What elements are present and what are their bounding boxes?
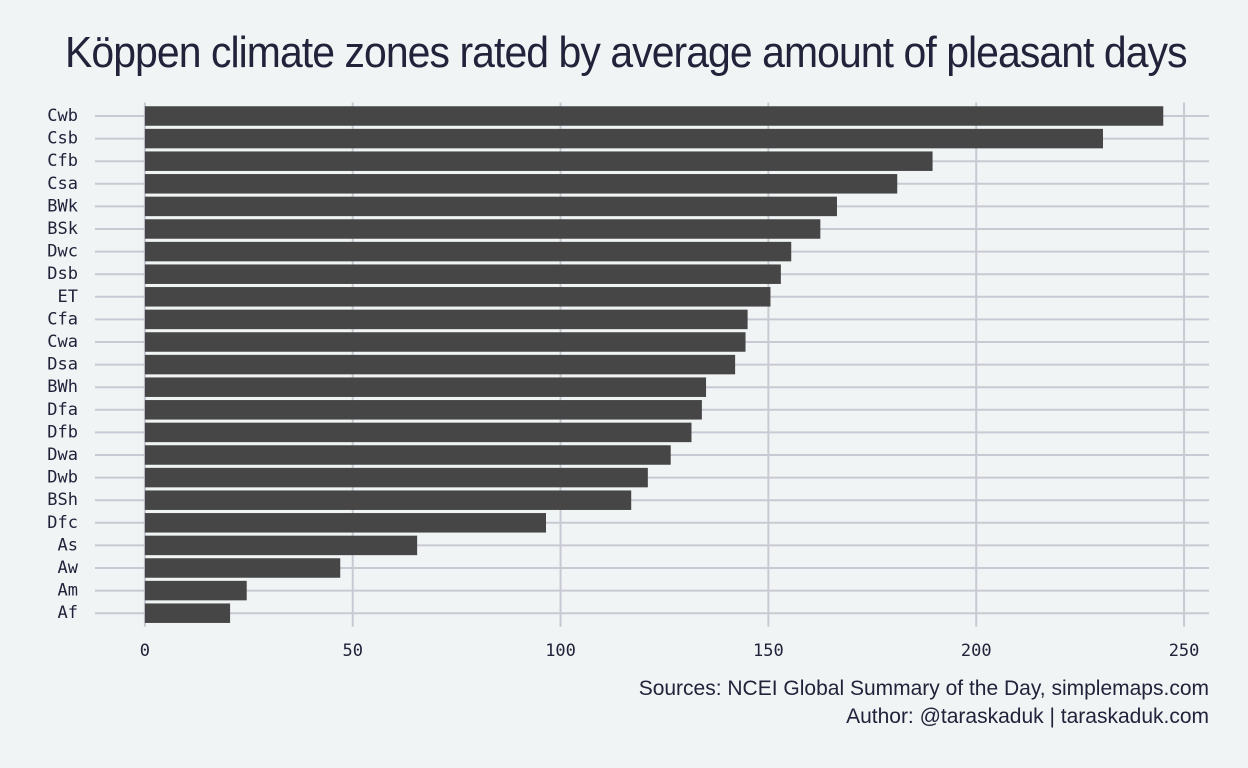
y-tick-label: Dfa: [47, 400, 78, 420]
bars: [144, 106, 1164, 623]
bar-cwa: [144, 332, 746, 352]
x-tick-label: 150: [753, 641, 784, 661]
bar-csb: [144, 128, 1104, 149]
bar-dfc: [144, 513, 547, 533]
bar-dwc: [144, 241, 792, 262]
bar-bsh: [144, 490, 632, 510]
y-tick-label: Dwc: [47, 242, 78, 262]
y-tick-label: BSh: [47, 490, 78, 510]
bar-bsk: [144, 219, 821, 239]
bar-dsb: [144, 264, 781, 284]
x-axis-tick-labels: 0 50 100 150 200 250: [140, 641, 1200, 661]
bar-am: [144, 580, 247, 601]
x-tick-label: 0: [140, 641, 150, 661]
x-tick-label: 200: [961, 641, 992, 661]
y-tick-label: BWk: [47, 196, 78, 216]
author-caption: Author: @taraskaduk | taraskaduk.com: [846, 705, 1209, 728]
x-tick-label: 250: [1169, 641, 1200, 661]
y-tick-label: Aw: [58, 558, 79, 578]
y-tick-label: Cfa: [47, 309, 78, 329]
bar-et: [144, 287, 771, 307]
y-tick-label: BSk: [47, 219, 78, 239]
bar-bwk: [144, 196, 837, 217]
y-tick-label: As: [58, 535, 78, 555]
bar-aw: [144, 558, 341, 578]
y-tick-label: Af: [58, 603, 78, 623]
y-tick-label: Dfc: [47, 513, 78, 533]
bar-csa: [144, 174, 898, 194]
y-tick-label: Csb: [47, 129, 78, 149]
y-tick-label: BWh: [47, 377, 78, 397]
y-tick-label: Am: [58, 581, 78, 601]
x-tick-label: 50: [342, 641, 362, 661]
bar-as: [144, 535, 418, 556]
y-tick-label: ET: [58, 287, 78, 307]
bar-dwa: [144, 445, 671, 465]
x-tick-label: 100: [545, 641, 576, 661]
bar-dfa: [144, 400, 702, 420]
y-tick-label: Dwa: [47, 445, 78, 465]
y-tick-label: Cfb: [47, 151, 78, 171]
y-tick-label: Dfb: [47, 422, 78, 442]
y-tick-label: Dsa: [47, 355, 78, 375]
bar-bwh: [144, 377, 707, 397]
y-tick-label: Cwb: [47, 106, 78, 126]
bar-dwb: [144, 467, 648, 488]
y-tick-label: Csa: [47, 174, 78, 194]
y-tick-label: Dsb: [47, 264, 78, 284]
bar-dfb: [144, 422, 692, 443]
y-tick-label: Cwa: [47, 332, 78, 352]
bar-dsa: [144, 354, 736, 375]
bar-cfa: [144, 309, 748, 330]
bar-cfb: [144, 151, 933, 171]
source-caption: Sources: NCEI Global Summary of the Day,…: [638, 677, 1209, 700]
bar-af: [144, 603, 231, 623]
chart-title: Köppen climate zones rated by average am…: [65, 28, 1188, 77]
bar-cwb: [144, 106, 1164, 126]
y-tick-label: Dwb: [47, 468, 78, 488]
